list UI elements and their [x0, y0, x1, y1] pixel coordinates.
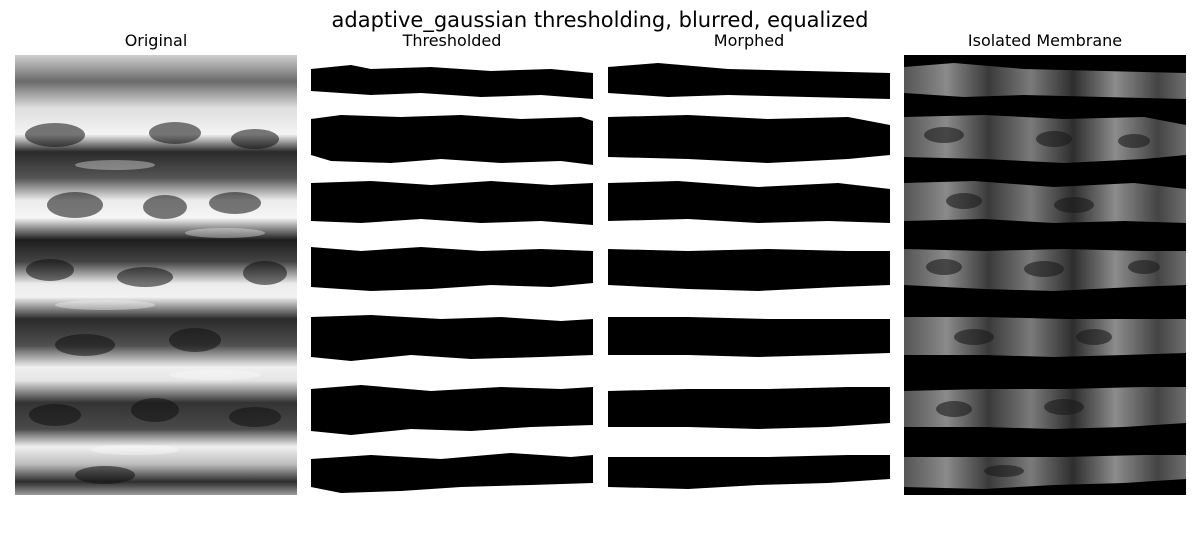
panel-thresholded: Thresholded [311, 30, 593, 495]
isolated-membrane-image [904, 55, 1186, 495]
panel-title-morphed: Morphed [713, 31, 785, 50]
figure-title: adaptive_gaussian thresholding, blurred,… [331, 8, 869, 32]
panel-title-original: Original [124, 31, 188, 50]
panel-title-isolated-membrane: Isolated Membrane [967, 31, 1123, 50]
morphed-mask-image [608, 55, 890, 495]
original-micrograph-image [15, 55, 297, 495]
panel-morphed: Morphed [608, 30, 890, 495]
panel-original: Original [15, 30, 297, 495]
panel-title-thresholded: Thresholded [402, 31, 502, 50]
thresholded-mask-image [311, 55, 593, 495]
panel-isolated-membrane: Isolated Membrane [904, 30, 1186, 495]
